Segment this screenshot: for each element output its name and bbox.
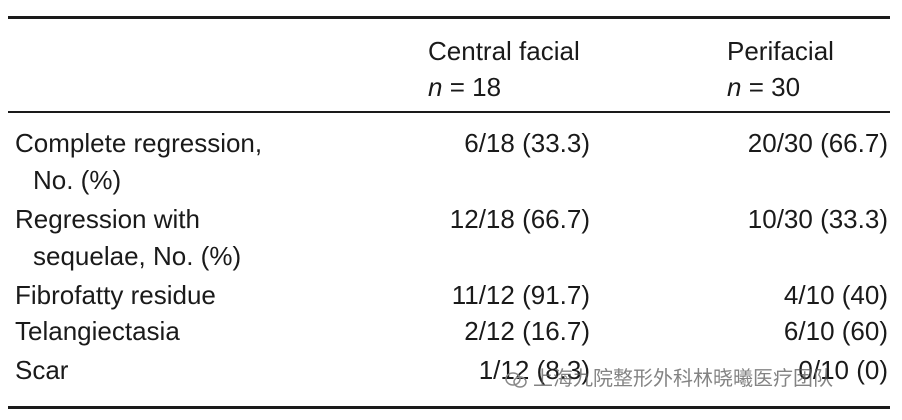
cell: 12/18 (66.7)	[449, 204, 590, 234]
n-value: = 18	[449, 72, 502, 102]
cell: 4/10 (40)	[783, 280, 888, 310]
row-label: Fibrofatty residue	[15, 280, 216, 310]
bottom-rule	[8, 406, 890, 409]
header-rule	[8, 111, 890, 113]
row-label: No. (%)	[33, 165, 122, 195]
cell: 11/12 (91.7)	[451, 280, 590, 310]
watermark: 上海九院整形外科林晓曦医疗团队	[505, 362, 833, 391]
n-symbol: n	[428, 72, 443, 102]
cell: 6/10 (60)	[783, 316, 888, 346]
row-label: sequelae, No. (%)	[33, 241, 242, 271]
n-value: = 30	[748, 72, 801, 102]
column-n: n = 18	[428, 72, 501, 102]
watermark-text: 上海九院整形外科林晓曦医疗团队	[533, 368, 833, 390]
column-n: n = 30	[727, 72, 800, 102]
top-rule	[8, 16, 890, 19]
cell: 6/18 (33.3)	[464, 128, 590, 158]
wechat-icon	[505, 371, 527, 388]
cell: 2/12 (16.7)	[464, 316, 590, 346]
row-label: Complete regression,	[15, 128, 263, 158]
cell: 0/10 (0)	[798, 355, 888, 385]
row-label: Telangiectasia	[15, 316, 180, 346]
column-header: Perifacial	[727, 36, 834, 66]
column-header: Central facial	[428, 36, 580, 66]
cell: 1/12 (8.3)	[478, 355, 590, 385]
row-label: Scar	[15, 355, 69, 385]
cell: 10/30 (33.3)	[747, 204, 888, 234]
cell: 20/30 (66.7)	[747, 128, 888, 158]
row-label: Regression with	[15, 204, 200, 234]
n-symbol: n	[727, 72, 742, 102]
